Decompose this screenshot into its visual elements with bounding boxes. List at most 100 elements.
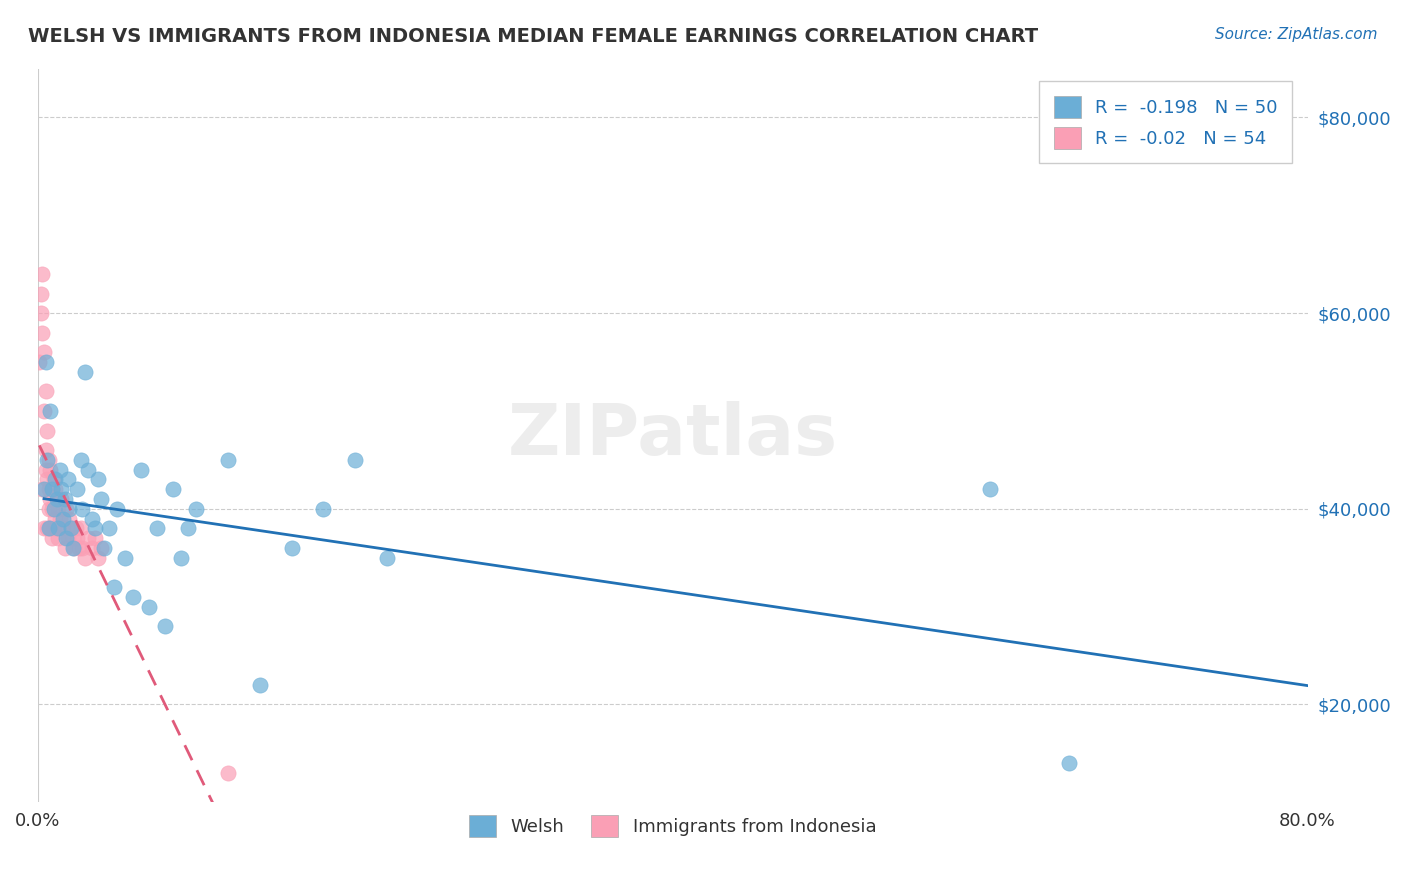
Point — [31, 267, 53, 281]
Point — [979, 482, 1001, 496]
Point — [56, 531, 79, 545]
Point — [30, 306, 52, 320]
Point — [30, 286, 52, 301]
Point — [38, 453, 60, 467]
Text: WELSH VS IMMIGRANTS FROM INDONESIA MEDIAN FEMALE EARNINGS CORRELATION CHART: WELSH VS IMMIGRANTS FROM INDONESIA MEDIA… — [28, 27, 1038, 45]
Point — [217, 453, 239, 467]
Point — [34, 462, 56, 476]
Point — [122, 590, 145, 604]
Point — [62, 531, 84, 545]
Point — [249, 678, 271, 692]
Point — [41, 531, 63, 545]
Point — [32, 521, 55, 535]
Point — [75, 550, 97, 565]
Point — [37, 472, 59, 486]
Point — [83, 521, 105, 535]
Point — [46, 521, 69, 535]
Point — [90, 491, 112, 506]
Point — [45, 491, 67, 506]
Point — [44, 482, 66, 496]
Legend: Welsh, Immigrants from Indonesia: Welsh, Immigrants from Indonesia — [461, 808, 883, 845]
Point — [65, 521, 87, 535]
Point — [75, 365, 97, 379]
Point — [45, 491, 67, 506]
Point — [39, 491, 62, 506]
Point — [39, 404, 62, 418]
Point — [39, 462, 62, 476]
Point — [344, 453, 367, 467]
Point — [69, 453, 91, 467]
Point — [90, 541, 112, 555]
Point — [58, 501, 80, 516]
Point — [70, 541, 93, 555]
Point — [52, 521, 75, 535]
Point — [31, 482, 53, 496]
Point — [51, 482, 73, 496]
Text: Source: ZipAtlas.com: Source: ZipAtlas.com — [1215, 27, 1378, 42]
Point — [145, 521, 167, 535]
Point — [53, 541, 76, 555]
Point — [217, 766, 239, 780]
Point — [55, 501, 77, 516]
Point — [177, 521, 200, 535]
Point — [69, 521, 91, 535]
Point — [46, 531, 69, 545]
Point — [114, 550, 136, 565]
Point — [41, 482, 63, 496]
Point — [38, 521, 60, 535]
Point — [129, 462, 152, 476]
Point — [162, 482, 184, 496]
Point — [42, 521, 65, 535]
Point — [70, 501, 93, 516]
Point — [38, 482, 60, 496]
Point — [93, 541, 115, 555]
Point — [34, 443, 56, 458]
Point — [60, 521, 83, 535]
Point — [103, 580, 125, 594]
Point — [66, 531, 89, 545]
Point — [1059, 756, 1081, 771]
Point — [105, 501, 128, 516]
Point — [55, 531, 77, 545]
Point — [49, 462, 72, 476]
Point — [80, 541, 103, 555]
Point — [34, 355, 56, 369]
Point — [42, 501, 65, 516]
Point — [34, 384, 56, 399]
Point — [77, 531, 100, 545]
Point — [37, 453, 59, 467]
Point — [138, 599, 160, 614]
Point — [83, 531, 105, 545]
Point — [66, 482, 89, 496]
Point — [39, 521, 62, 535]
Point — [28, 355, 51, 369]
Point — [37, 521, 59, 535]
Point — [63, 541, 86, 555]
Point — [56, 472, 79, 486]
Point — [32, 404, 55, 418]
Point — [53, 491, 76, 506]
Point — [41, 482, 63, 496]
Point — [31, 326, 53, 340]
Point — [52, 511, 75, 525]
Point — [280, 541, 302, 555]
Point — [45, 521, 67, 535]
Point — [32, 345, 55, 359]
Point — [49, 511, 72, 525]
Text: ZIPatlas: ZIPatlas — [508, 401, 838, 470]
Point — [153, 619, 176, 633]
Point — [67, 541, 90, 555]
Point — [60, 521, 83, 535]
Point — [77, 462, 100, 476]
Point — [87, 550, 110, 565]
Point — [80, 511, 103, 525]
Point — [98, 521, 121, 535]
Point — [32, 482, 55, 496]
Point — [51, 491, 73, 506]
Point — [58, 511, 80, 525]
Point — [87, 472, 110, 486]
Point — [186, 501, 208, 516]
Point — [62, 541, 84, 555]
Point — [38, 501, 60, 516]
Point — [44, 472, 66, 486]
